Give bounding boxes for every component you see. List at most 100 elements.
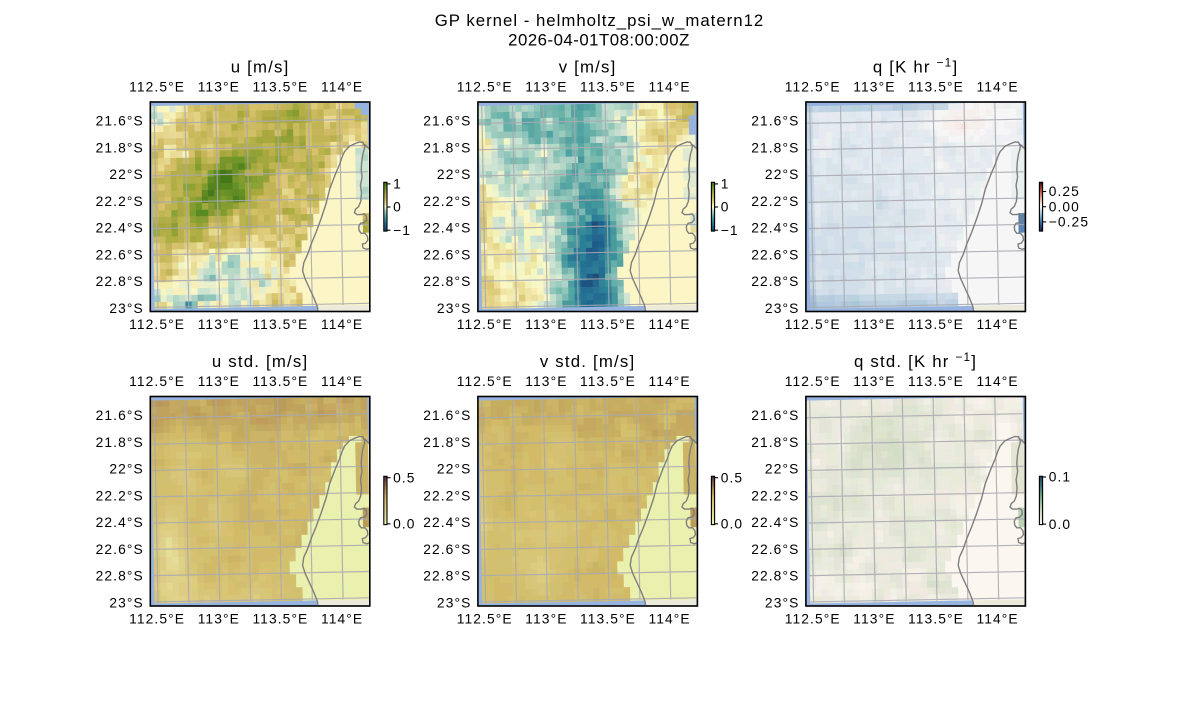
svg-text:21.8°S: 21.8°S — [751, 140, 799, 155]
svg-text:113°E: 113°E — [198, 612, 240, 627]
svg-text:114°E: 114°E — [648, 80, 690, 95]
svg-text:114°E: 114°E — [321, 317, 363, 332]
svg-text:113.5°E: 113.5°E — [252, 317, 308, 332]
svg-text:114°E: 114°E — [648, 317, 690, 332]
svg-text:22°S: 22°S — [109, 167, 143, 182]
svg-text:22.6°S: 22.6°S — [96, 542, 144, 557]
svg-text:u [m/s]: u [m/s] — [231, 58, 290, 77]
svg-text:112.5°E: 112.5°E — [129, 374, 185, 389]
svg-text:0.5: 0.5 — [393, 470, 415, 485]
svg-text:113°E: 113°E — [853, 317, 895, 332]
svg-text:22.8°S: 22.8°S — [423, 569, 471, 584]
svg-text:112.5°E: 112.5°E — [785, 317, 841, 332]
svg-text:21.6°S: 21.6°S — [96, 114, 144, 129]
svg-text:q std. [K hr −1]: q std. [K hr −1] — [854, 350, 977, 371]
svg-text:u std. [m/s]: u std. [m/s] — [212, 352, 308, 371]
svg-text:114°E: 114°E — [321, 612, 363, 627]
svg-text:112.5°E: 112.5°E — [129, 317, 185, 332]
svg-text:113.5°E: 113.5°E — [908, 317, 964, 332]
svg-text:112.5°E: 112.5°E — [457, 612, 513, 627]
svg-text:22°S: 22°S — [765, 462, 799, 477]
svg-text:21.6°S: 21.6°S — [423, 408, 471, 423]
svg-text:21.6°S: 21.6°S — [96, 408, 144, 423]
svg-text:113°E: 113°E — [525, 374, 567, 389]
svg-text:113°E: 113°E — [198, 374, 240, 389]
svg-text:114°E: 114°E — [321, 374, 363, 389]
svg-text:112.5°E: 112.5°E — [457, 317, 513, 332]
svg-text:113.5°E: 113.5°E — [580, 612, 636, 627]
svg-text:112.5°E: 112.5°E — [457, 80, 513, 95]
svg-text:−1: −1 — [393, 223, 411, 238]
svg-text:113°E: 113°E — [198, 317, 240, 332]
svg-text:21.8°S: 21.8°S — [423, 140, 471, 155]
svg-text:22°S: 22°S — [437, 462, 471, 477]
svg-text:1: 1 — [393, 177, 402, 192]
svg-text:113.5°E: 113.5°E — [252, 612, 308, 627]
svg-text:113.5°E: 113.5°E — [908, 612, 964, 627]
svg-text:0.5: 0.5 — [721, 470, 743, 485]
svg-text:114°E: 114°E — [976, 374, 1018, 389]
svg-text:0: 0 — [393, 200, 402, 215]
svg-text:v std. [m/s]: v std. [m/s] — [540, 352, 636, 371]
svg-text:q [K hr −1]: q [K hr −1] — [873, 56, 958, 77]
svg-text:21.6°S: 21.6°S — [751, 408, 799, 423]
svg-text:112.5°E: 112.5°E — [785, 374, 841, 389]
svg-text:22.2°S: 22.2°S — [751, 488, 799, 503]
svg-text:22.4°S: 22.4°S — [423, 221, 471, 236]
svg-text:0.0: 0.0 — [1049, 517, 1071, 532]
svg-text:0.0: 0.0 — [393, 517, 415, 532]
svg-text:22.6°S: 22.6°S — [96, 247, 144, 262]
svg-text:112.5°E: 112.5°E — [785, 80, 841, 95]
svg-text:0.00: 0.00 — [1049, 199, 1080, 214]
svg-text:22.8°S: 22.8°S — [96, 569, 144, 584]
svg-text:113°E: 113°E — [853, 374, 895, 389]
svg-text:22.2°S: 22.2°S — [96, 194, 144, 209]
svg-text:113°E: 113°E — [525, 612, 567, 627]
svg-text:21.8°S: 21.8°S — [96, 435, 144, 450]
svg-text:113.5°E: 113.5°E — [580, 80, 636, 95]
svg-text:22.8°S: 22.8°S — [751, 569, 799, 584]
svg-text:23°S: 23°S — [109, 301, 143, 316]
svg-text:22.4°S: 22.4°S — [751, 221, 799, 236]
svg-text:112.5°E: 112.5°E — [129, 80, 185, 95]
svg-text:22.2°S: 22.2°S — [96, 488, 144, 503]
svg-text:113.5°E: 113.5°E — [580, 374, 636, 389]
svg-text:114°E: 114°E — [648, 612, 690, 627]
svg-text:22.8°S: 22.8°S — [751, 274, 799, 289]
svg-text:−1: −1 — [721, 223, 739, 238]
svg-text:112.5°E: 112.5°E — [785, 612, 841, 627]
svg-text:22.6°S: 22.6°S — [751, 542, 799, 557]
svg-text:22.2°S: 22.2°S — [751, 194, 799, 209]
svg-text:22.4°S: 22.4°S — [96, 221, 144, 236]
svg-text:22.6°S: 22.6°S — [751, 247, 799, 262]
svg-text:GP kernel - helmholtz_psi_w_ma: GP kernel - helmholtz_psi_w_matern12 — [435, 11, 765, 30]
svg-text:22.8°S: 22.8°S — [423, 274, 471, 289]
svg-text:23°S: 23°S — [437, 595, 471, 610]
svg-text:23°S: 23°S — [109, 595, 143, 610]
svg-text:22.4°S: 22.4°S — [423, 515, 471, 530]
svg-text:21.6°S: 21.6°S — [423, 114, 471, 129]
svg-text:22.8°S: 22.8°S — [96, 274, 144, 289]
svg-text:113°E: 113°E — [525, 317, 567, 332]
svg-text:114°E: 114°E — [976, 317, 1018, 332]
svg-text:22.4°S: 22.4°S — [96, 515, 144, 530]
svg-text:0.25: 0.25 — [1049, 184, 1080, 199]
svg-text:23°S: 23°S — [765, 595, 799, 610]
svg-text:113°E: 113°E — [525, 80, 567, 95]
svg-text:113.5°E: 113.5°E — [252, 374, 308, 389]
svg-text:22.2°S: 22.2°S — [423, 488, 471, 503]
svg-text:0.1: 0.1 — [1049, 470, 1071, 485]
svg-text:21.8°S: 21.8°S — [423, 435, 471, 450]
svg-text:113.5°E: 113.5°E — [580, 317, 636, 332]
svg-text:22°S: 22°S — [109, 462, 143, 477]
svg-text:v [m/s]: v [m/s] — [559, 58, 617, 77]
svg-text:1: 1 — [721, 177, 730, 192]
svg-text:21.8°S: 21.8°S — [751, 435, 799, 450]
svg-text:21.8°S: 21.8°S — [96, 140, 144, 155]
svg-text:22.4°S: 22.4°S — [751, 515, 799, 530]
svg-text:113°E: 113°E — [853, 612, 895, 627]
svg-text:22.2°S: 22.2°S — [423, 194, 471, 209]
svg-text:21.6°S: 21.6°S — [751, 114, 799, 129]
svg-text:114°E: 114°E — [321, 80, 363, 95]
svg-text:22°S: 22°S — [437, 167, 471, 182]
